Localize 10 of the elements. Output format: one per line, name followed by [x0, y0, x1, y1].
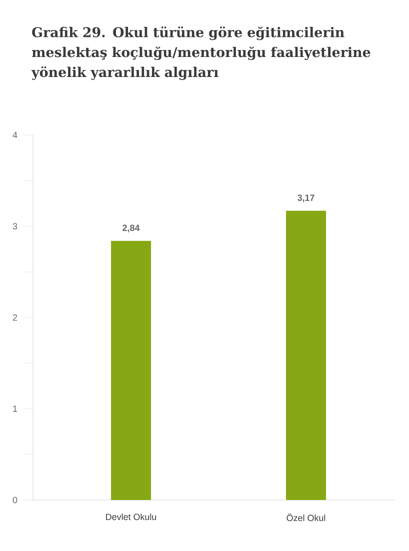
- data-label: 2,84: [122, 224, 140, 232]
- x-tick-label: Özel Okul: [286, 514, 326, 522]
- y-tick-label: 2: [12, 314, 18, 321]
- y-tick-label: 0: [12, 496, 18, 504]
- y-tick-label: 1: [13, 406, 18, 412]
- y-tick-label: 3: [12, 223, 18, 230]
- y-tick-label: 4: [12, 132, 18, 138]
- data-label: 3,17: [297, 194, 314, 202]
- x-tick-label: Devlet Okulu: [106, 514, 156, 520]
- chart-title: Grafik 29. Okul türüne göre eğitimcilerin meslektaş koçluğu/mentorluğu faaliyetlerine yönelik yararlılık algıları: [31, 26, 370, 80]
